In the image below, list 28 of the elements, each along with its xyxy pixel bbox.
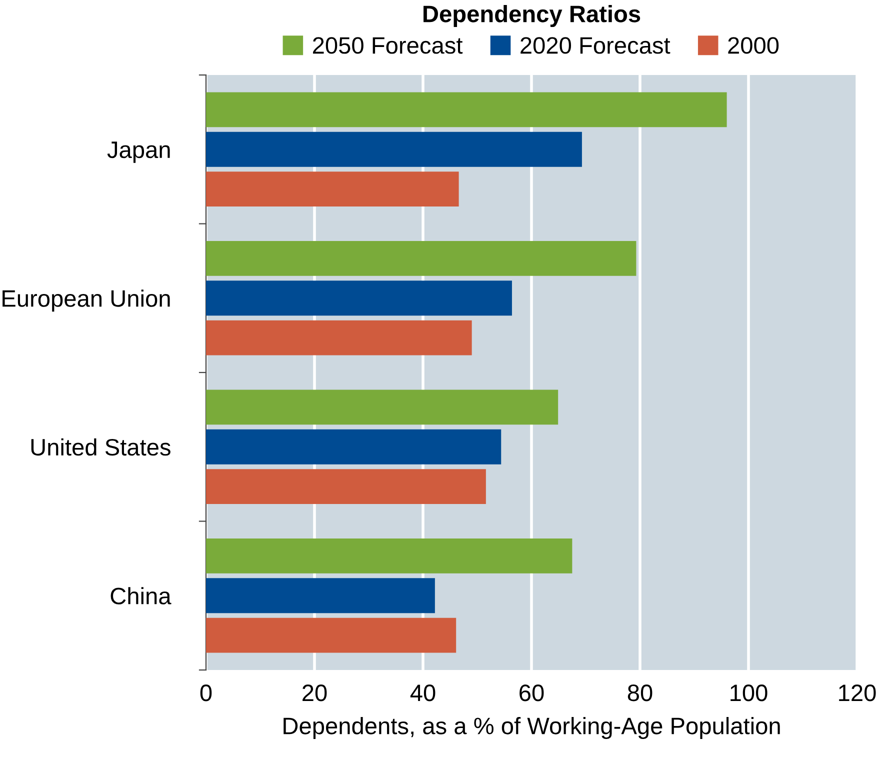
bar — [206, 429, 502, 464]
x-tick-label: 80 — [628, 684, 652, 702]
x-tick-label: 20 — [302, 684, 327, 702]
x-axis-title: Dependents, as a % of Working-Age Population — [284, 717, 780, 740]
legend-label: 2020 Forecast — [520, 37, 670, 54]
bar — [206, 538, 572, 574]
y-tick-label: United States — [31, 438, 170, 456]
bar — [206, 618, 456, 653]
x-tick-label: 120 — [839, 684, 876, 702]
x-tick-label: 60 — [520, 684, 544, 702]
bar — [206, 241, 636, 276]
x-tick-label: 40 — [410, 684, 436, 702]
bar — [206, 132, 582, 167]
bar — [206, 92, 727, 128]
bar — [206, 390, 558, 425]
legend-label: 2000 — [728, 37, 779, 54]
y-tick-label: Japan — [107, 142, 170, 163]
y-tick-label: European Union — [2, 290, 170, 312]
bar — [206, 280, 512, 316]
legend-label: 2050 Forecast — [313, 37, 463, 54]
bar — [206, 578, 435, 614]
x-tick-label: 0 — [200, 684, 212, 702]
y-tick-label: China — [110, 587, 172, 604]
bar — [206, 320, 472, 356]
x-tick-label: 100 — [730, 684, 768, 702]
chart-title: Dependency Ratios — [424, 4, 640, 28]
bar — [206, 469, 486, 504]
bar — [206, 172, 459, 206]
